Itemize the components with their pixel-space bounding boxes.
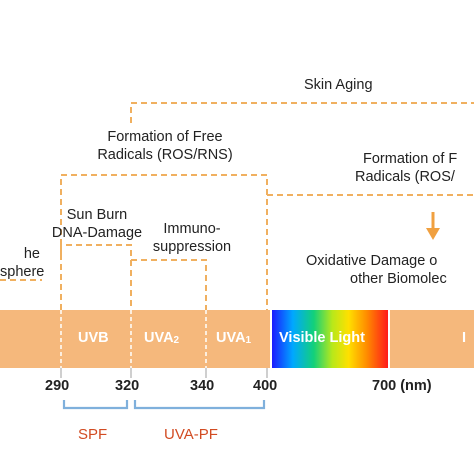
bracket-uva-pf	[133, 400, 266, 410]
band-label-visible: Visible Light	[279, 330, 365, 346]
band-label-uvb: UVB	[78, 330, 109, 346]
bracket-spf	[62, 400, 129, 410]
immuno-line1: Immuno-	[163, 221, 221, 237]
free-radicals-left-line1: Formation of Free	[107, 129, 223, 145]
atmosphere-line1: he	[23, 246, 40, 262]
band-ir	[390, 310, 474, 368]
free-radicals-right-line1: Formation of F	[363, 151, 458, 167]
band-left	[0, 310, 270, 368]
connector-skin-aging	[130, 102, 474, 123]
immuno-line2: suppression	[152, 239, 232, 255]
atmosphere-line2: sphere	[0, 264, 45, 280]
sun-burn-label: Sun Burn DNA-Damage	[30, 206, 164, 242]
skin-aging-label: Skin Aging	[304, 77, 373, 93]
atmosphere-label: he sphere	[0, 245, 45, 281]
uva-pf-label: UVA-PF	[164, 426, 218, 443]
band-visible	[272, 310, 388, 368]
free-radicals-right-line2: Radicals (ROS/	[355, 169, 455, 185]
free-radicals-right-label: Formation of F Radicals (ROS/	[355, 150, 457, 186]
band-label-uva2-main: UVA	[144, 330, 174, 346]
connector-sun-burn	[60, 244, 132, 310]
sun-burn-line1: Sun Burn	[66, 207, 128, 223]
band-label-uva1-sub: 1	[245, 335, 252, 346]
immuno-label: Immuno- suppression	[140, 220, 244, 256]
sun-burn-line2: DNA-Damage	[51, 225, 143, 241]
tick-label-320: 320	[115, 378, 140, 394]
band-label-uva1: UVA1	[216, 330, 251, 346]
arrow-head	[426, 228, 440, 240]
spf-label: SPF	[78, 426, 108, 443]
tick-label-290: 290	[45, 378, 70, 394]
band-label-uva2-sub: 2	[173, 335, 180, 346]
free-radicals-left-label: Formation of Free Radicals (ROS/RNS)	[70, 128, 260, 164]
free-radicals-left-line2: Radicals (ROS/RNS)	[97, 147, 233, 163]
tick-label-340: 340	[190, 378, 215, 394]
oxidative-line1: Oxidative Damage o	[306, 253, 438, 269]
connector-free-radicals-left	[60, 174, 268, 310]
oxidative-label: Oxidative Damage o other Biomolec	[306, 252, 447, 288]
band-label-uva1-main: UVA	[216, 330, 246, 346]
oxidative-line2: other Biomolec	[350, 271, 447, 287]
tick-label-700: 700 (nm)	[372, 378, 432, 394]
connector-immuno	[131, 259, 207, 310]
band-label-ir: I	[462, 330, 467, 346]
tick-label-400: 400	[253, 378, 278, 394]
band-label-uva2: UVA2	[144, 330, 179, 346]
